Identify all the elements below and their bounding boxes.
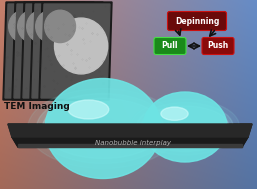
Ellipse shape [27, 88, 178, 169]
Ellipse shape [68, 100, 109, 119]
Text: Nanobubble interplay: Nanobubble interplay [95, 140, 171, 146]
Ellipse shape [19, 18, 72, 74]
Ellipse shape [130, 99, 240, 155]
FancyBboxPatch shape [168, 12, 226, 30]
Polygon shape [12, 137, 248, 147]
Text: Push: Push [207, 42, 229, 50]
Ellipse shape [18, 10, 49, 43]
Polygon shape [8, 124, 252, 137]
Polygon shape [32, 4, 101, 98]
Polygon shape [30, 2, 103, 100]
Ellipse shape [27, 18, 81, 74]
Ellipse shape [42, 98, 164, 159]
Ellipse shape [143, 92, 227, 162]
Ellipse shape [54, 18, 108, 74]
Polygon shape [8, 124, 252, 137]
Text: Pull: Pull [162, 42, 178, 50]
Polygon shape [39, 2, 112, 100]
Ellipse shape [36, 94, 170, 163]
FancyBboxPatch shape [202, 37, 234, 54]
Ellipse shape [161, 107, 188, 120]
Ellipse shape [141, 106, 229, 148]
Polygon shape [18, 144, 242, 147]
Ellipse shape [45, 78, 161, 178]
Polygon shape [41, 4, 110, 98]
Polygon shape [5, 4, 74, 98]
Ellipse shape [36, 10, 67, 43]
Text: Depinning: Depinning [175, 16, 219, 26]
Polygon shape [12, 2, 85, 100]
Polygon shape [21, 2, 94, 100]
Polygon shape [23, 4, 92, 98]
Polygon shape [14, 4, 83, 98]
Ellipse shape [27, 10, 58, 43]
Polygon shape [3, 2, 76, 100]
Ellipse shape [45, 18, 99, 74]
Polygon shape [18, 144, 242, 147]
Ellipse shape [137, 102, 233, 152]
Ellipse shape [9, 10, 40, 43]
Polygon shape [12, 137, 248, 147]
Ellipse shape [45, 10, 76, 43]
FancyBboxPatch shape [154, 37, 186, 54]
Text: TEM Imaging: TEM Imaging [4, 102, 70, 111]
Ellipse shape [36, 18, 90, 74]
